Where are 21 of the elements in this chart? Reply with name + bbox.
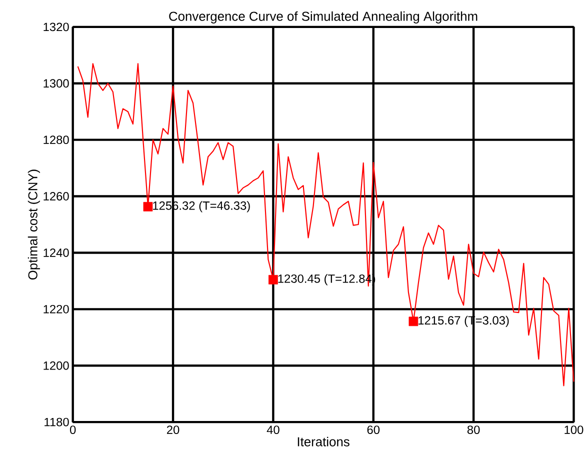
y-tick-label: 1280 — [44, 136, 69, 144]
x-axis-title: Iterations — [298, 436, 350, 446]
y-tick-label: 1180 — [44, 418, 69, 426]
y-tick-label: 1200 — [44, 361, 69, 370]
point — [408, 316, 418, 326]
x-tick-label: 60 — [367, 426, 380, 434]
y-tick-label: 1220 — [44, 304, 69, 314]
y-tick-label: 1300 — [44, 79, 69, 88]
point — [268, 275, 278, 284]
y-tick-label: 1240 — [44, 248, 69, 257]
line-series — [77, 63, 574, 386]
x-tick-label: 100 — [564, 426, 584, 434]
y-axis-title: Optimal cost (CNY) — [28, 170, 40, 280]
chart-title: Convergence Curve of Simulated Annealing Algorithm — [169, 11, 478, 24]
x-tick-label: 40 — [266, 426, 280, 434]
x-tick-label: 80 — [467, 426, 480, 434]
x-tick-label: 20 — [166, 426, 180, 434]
point — [143, 202, 153, 212]
y-tick-label: 1260 — [44, 192, 69, 201]
y-tick-label: 1320 — [44, 22, 69, 32]
x-tick-label: 0 — [70, 426, 76, 434]
